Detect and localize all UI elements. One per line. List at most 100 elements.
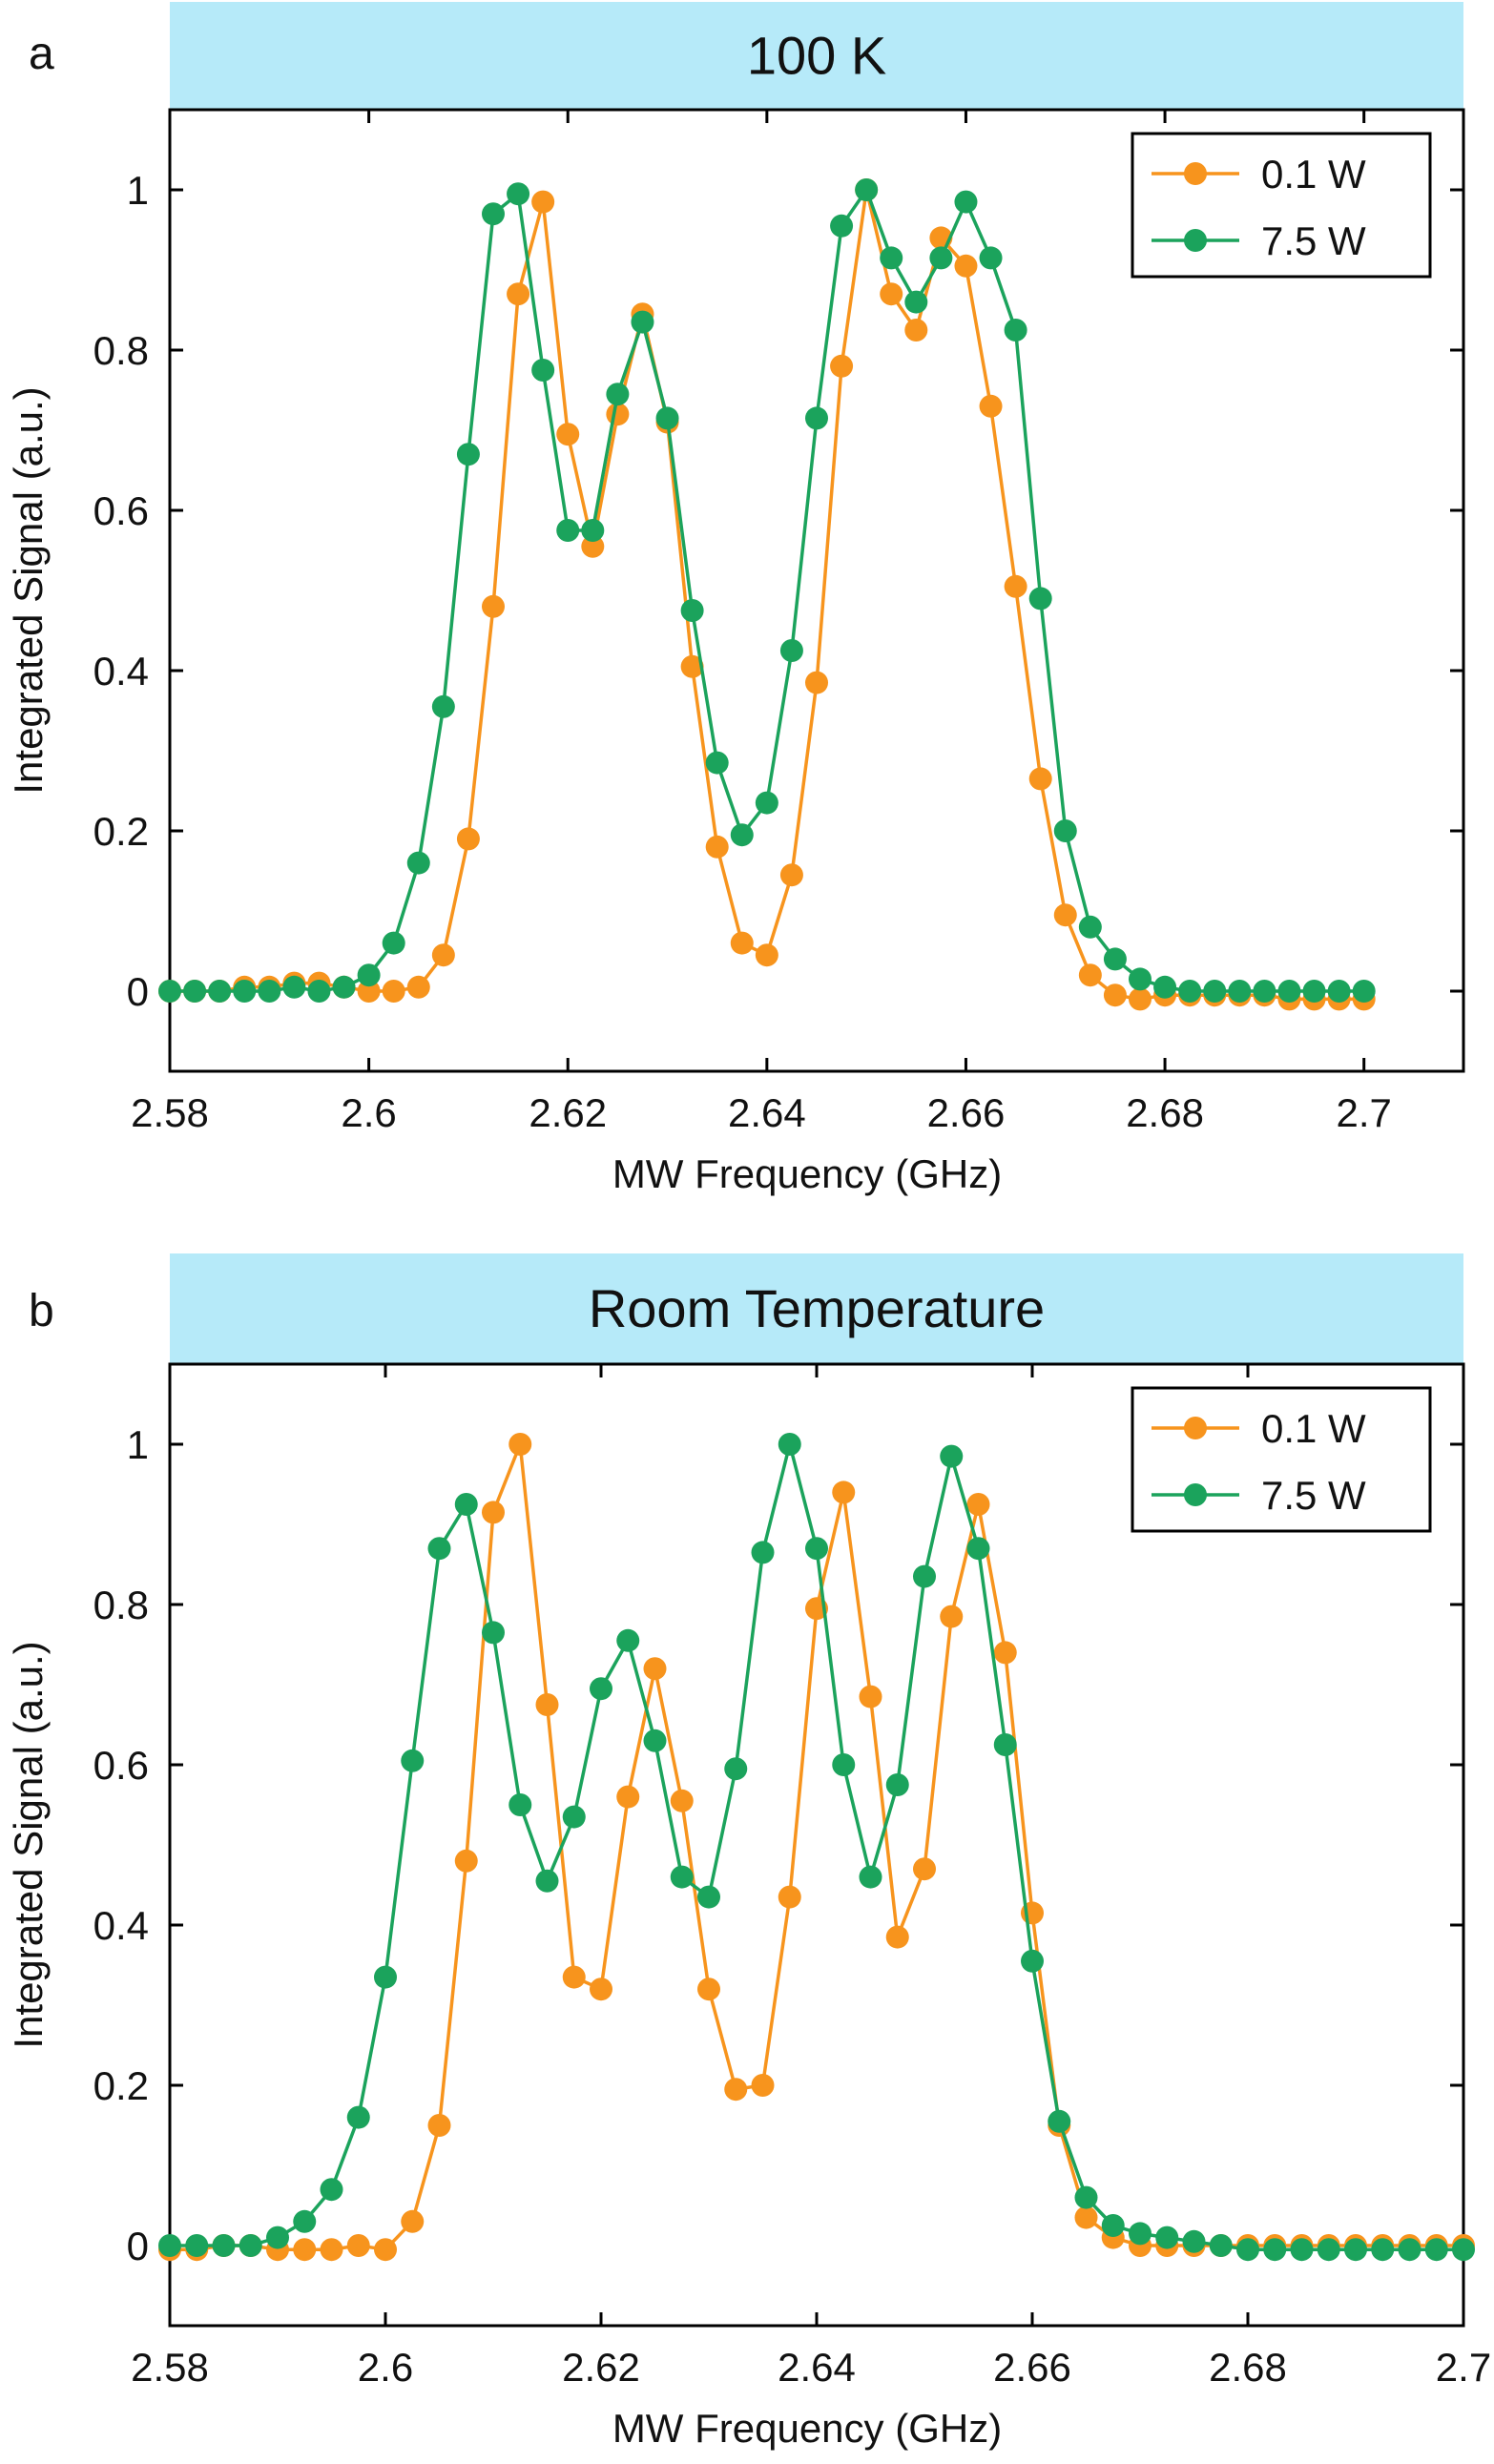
x-tick-label: 2.6 [341, 1090, 396, 1135]
data-point [1103, 984, 1127, 1007]
data-point [940, 1605, 964, 1628]
data-point [670, 1789, 694, 1812]
data-point [1153, 975, 1177, 999]
x-axis-label: MW Frequency (GHz) [612, 2406, 1002, 2451]
data-point [751, 2074, 775, 2097]
data-point [293, 2209, 317, 2233]
data-point [431, 694, 455, 718]
data-point [859, 1865, 882, 1889]
y-tick-label: 0.8 [93, 328, 149, 373]
y-tick-label: 0.8 [93, 1583, 149, 1627]
data-point [805, 1537, 828, 1561]
panel-label: a [29, 29, 54, 79]
x-axis-label: MW Frequency (GHz) [612, 1151, 1002, 1196]
data-point [562, 1965, 586, 1989]
data-point [979, 246, 1003, 270]
data-point [1053, 903, 1077, 927]
data-point [643, 1657, 667, 1681]
legend-label: 0.1 W [1261, 152, 1366, 197]
x-tick-label: 2.58 [131, 2345, 209, 2390]
legend-label: 7.5 W [1261, 218, 1366, 263]
data-point [307, 980, 331, 1003]
x-tick-label: 2.68 [1209, 2345, 1287, 2390]
data-point [954, 190, 978, 214]
data-point [830, 214, 854, 238]
data-point [1078, 915, 1102, 939]
data-point [427, 2114, 451, 2137]
data-point [1074, 2185, 1098, 2209]
data-point [616, 1785, 640, 1809]
data-point [507, 282, 530, 306]
legend-label: 7.5 W [1261, 1473, 1366, 1518]
data-point [1424, 2238, 1448, 2262]
data-point [885, 1925, 909, 1949]
data-point [374, 2238, 397, 2262]
data-point [382, 980, 405, 1003]
y-tick-label: 0.4 [93, 649, 149, 694]
data-point [233, 980, 257, 1003]
data-point [357, 963, 381, 987]
data-point [805, 406, 828, 430]
data-point [556, 423, 580, 446]
data-point [855, 178, 879, 201]
y-tick-label: 0.4 [93, 1903, 149, 1948]
data-point [680, 654, 704, 678]
data-point [212, 2234, 236, 2257]
legend-label: 0.1 W [1261, 1406, 1366, 1451]
y-tick-label: 1 [127, 1422, 149, 1467]
series-line [170, 1442, 1463, 2251]
data-point [616, 1628, 640, 1652]
x-tick-label: 2.64 [778, 2345, 856, 2390]
y-tick-label: 0 [127, 2224, 149, 2268]
series-line [170, 188, 1364, 993]
x-tick-label: 2.7 [1436, 2345, 1491, 2390]
data-point [954, 254, 978, 278]
data-point [1004, 574, 1027, 598]
data-point [697, 1885, 720, 1909]
data-point [1028, 587, 1052, 611]
data-point [183, 980, 207, 1003]
data-point [805, 671, 828, 694]
data-point [1344, 2238, 1367, 2262]
plot-frame [168, 108, 1465, 1073]
data-point [456, 827, 480, 851]
data-point [1155, 2226, 1179, 2249]
data-point [670, 1865, 694, 1889]
y-tick-label: 0.6 [93, 1743, 149, 1788]
data-point [1074, 2205, 1098, 2229]
y-tick-label: 1 [127, 168, 149, 213]
data-point [979, 394, 1003, 418]
data-point [1371, 2238, 1395, 2262]
data-point [1028, 767, 1052, 791]
data-point [266, 2226, 289, 2249]
data-point [779, 863, 803, 887]
x-tick-label: 2.62 [562, 2345, 640, 2390]
y-tick-label: 0 [127, 969, 149, 1014]
x-tick-label: 2.6 [358, 2345, 413, 2390]
data-point [913, 1564, 936, 1588]
chart-title: 100 K [747, 26, 886, 86]
legend: 0.1 W 7.5 W [1131, 132, 1432, 279]
x-tick-label: 2.58 [131, 1090, 209, 1135]
legend-swatch-marker [1184, 1417, 1207, 1439]
data-point [581, 519, 605, 542]
title-banner [170, 2, 1463, 110]
data-point [374, 1965, 397, 1989]
data-point [332, 975, 356, 999]
data-point [427, 1537, 451, 1561]
x-tick-label: 2.66 [993, 2345, 1071, 2390]
data-point [320, 2238, 343, 2262]
data-point [755, 791, 778, 815]
data-point [406, 851, 430, 875]
title-banner [170, 1253, 1463, 1364]
series-line [170, 188, 1364, 1002]
data-point [1228, 980, 1252, 1003]
data-point [1398, 2238, 1421, 2262]
data-point [158, 2234, 181, 2257]
data-point [282, 975, 306, 999]
data-point [929, 246, 953, 270]
data-point [556, 519, 580, 542]
data-point [730, 931, 754, 955]
data-point [778, 1885, 801, 1909]
y-tick-label: 0.2 [93, 809, 149, 854]
